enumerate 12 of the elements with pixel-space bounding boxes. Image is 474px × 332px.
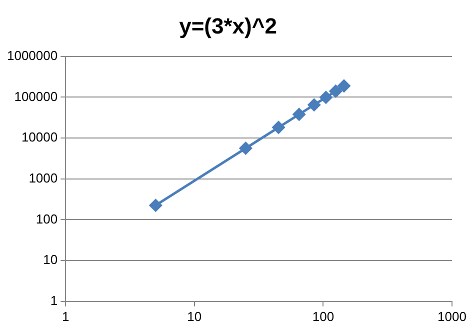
y-tick-label: 100000 [14,88,58,104]
y-tick-label: 100 [36,211,58,226]
x-tick-label: 100 [312,308,334,324]
y-tick-label: 1 [50,292,58,308]
x-tick-label: 1 [62,308,70,324]
chart-title: y=(3*x)^2 [179,13,277,38]
x-tick-label: 10 [187,308,202,324]
y-tick-label: 1000000 [6,48,58,63]
y-tick-label: 10 [43,252,58,268]
y-tick-label: 1000 [28,170,58,186]
y-tick-label: 10000 [21,130,58,145]
x-tick-label: 1000 [438,308,466,324]
